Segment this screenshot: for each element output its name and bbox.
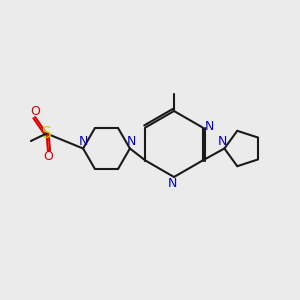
Text: N: N	[205, 119, 214, 133]
Text: N: N	[127, 135, 136, 148]
Text: N: N	[218, 135, 228, 148]
Text: O: O	[30, 105, 40, 118]
Text: N: N	[78, 135, 88, 148]
Text: O: O	[43, 150, 53, 163]
Text: S: S	[42, 126, 51, 141]
Text: N: N	[168, 177, 177, 190]
